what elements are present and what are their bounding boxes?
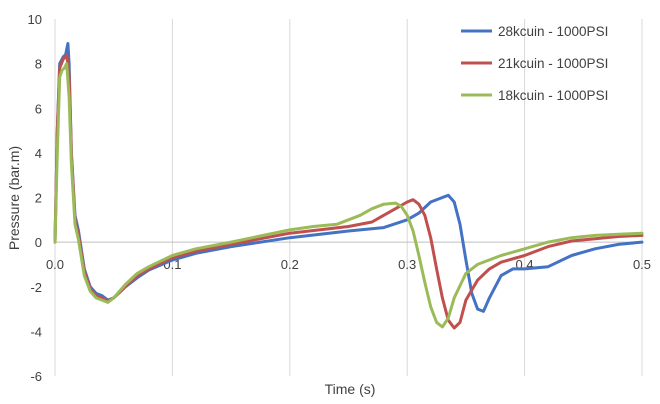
grid-lines (54, 19, 643, 376)
y-tick-label: 10 (28, 12, 42, 27)
y-tick-label: 0 (35, 235, 42, 250)
y-tick-label: 8 (35, 57, 42, 72)
x-tick-label: 0.0 (46, 257, 64, 272)
series-line-3 (53, 62, 644, 329)
x-tick-label: 0.5 (633, 257, 651, 272)
legend-label: 28kcuin - 1000PSI (498, 24, 608, 39)
y-axis-label: Pressure (bar.m) (6, 146, 22, 250)
y-tick-label: 2 (35, 191, 42, 206)
x-axis-label: Time (s) (325, 381, 376, 397)
legend-label: 18kcuin - 1000PSI (498, 88, 608, 103)
series-lines (53, 42, 644, 330)
y-tick-label: -6 (30, 369, 42, 384)
legend: 28kcuin - 1000PSI 21kcuin - 1000PSI 18kcui… (461, 24, 608, 103)
legend-label: 21kcuin - 1000PSI (498, 56, 608, 71)
y-tick-label: 6 (35, 101, 42, 116)
y-tick-label: -2 (30, 280, 42, 295)
y-tick-label: 4 (35, 146, 42, 161)
x-tick-labels: 0.0 0.1 0.2 0.3 0.4 0.5 (46, 257, 651, 272)
y-tick-label: -4 (30, 324, 42, 339)
y-tick-labels: -6 -4 -2 0 2 4 6 8 10 (28, 12, 42, 384)
x-tick-label: 0.3 (398, 257, 416, 272)
x-tick-label: 0.2 (281, 257, 299, 272)
